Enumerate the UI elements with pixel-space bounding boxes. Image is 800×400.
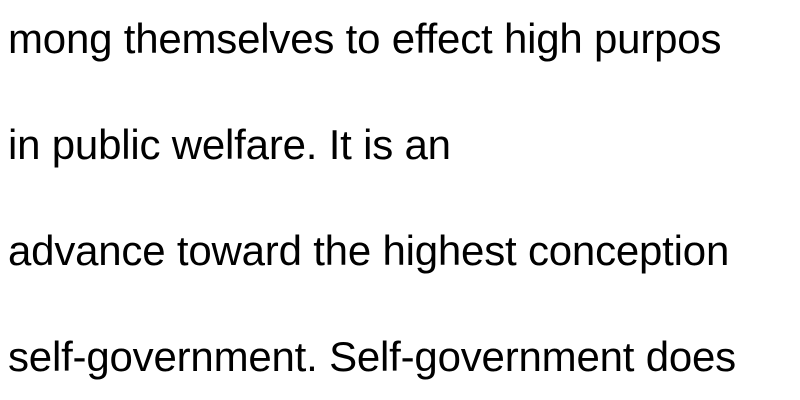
text-line: advance toward the highest conception — [8, 227, 730, 274]
text-line: self-government. Self-government does — [8, 333, 736, 380]
text-line: in public welfare. It is an — [8, 121, 451, 168]
text-line: mong themselves to effect high purpos — [8, 15, 722, 62]
